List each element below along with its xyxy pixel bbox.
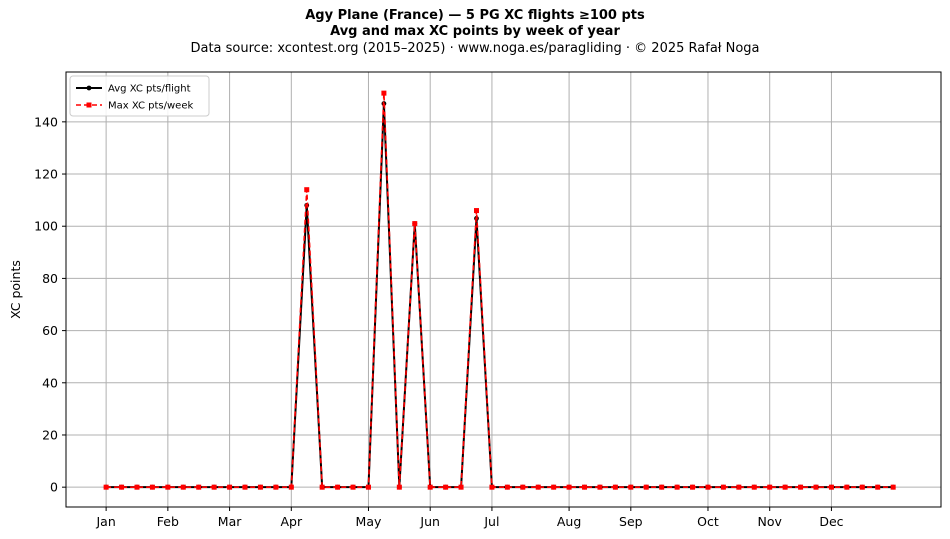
series-point-2 <box>304 187 310 193</box>
y-tick-label: 60 <box>42 323 58 338</box>
y-tick-label: 120 <box>34 167 58 182</box>
y-tick-label: 100 <box>34 219 58 234</box>
series-point-2 <box>875 484 881 490</box>
series-point-2 <box>504 484 510 490</box>
series-point-2 <box>227 484 233 490</box>
y-tick-label: 140 <box>34 114 58 129</box>
series-point-2 <box>396 484 402 490</box>
y-axis-label: XC points <box>8 260 23 319</box>
legend-marker-2 <box>86 102 92 108</box>
y-tick-label: 40 <box>42 375 58 390</box>
chart-titles: Agy Plane (France) — 5 PG XC flights ≥10… <box>0 8 950 58</box>
series-point-2 <box>628 484 634 490</box>
grid-layer <box>66 72 941 507</box>
x-tick-label: Sep <box>619 514 643 529</box>
x-tick-label: Dec <box>819 514 843 529</box>
series-point-2 <box>828 484 834 490</box>
x-tick-label: Apr <box>280 514 302 529</box>
series-point-2 <box>535 484 541 490</box>
series-point-2 <box>335 484 341 490</box>
series-point-2 <box>582 484 588 490</box>
x-tick-label: Oct <box>697 514 719 529</box>
series-point-2 <box>180 484 186 490</box>
x-tick-label: Nov <box>758 514 783 529</box>
series-point-2 <box>720 484 726 490</box>
y-tick-label: 20 <box>42 427 58 442</box>
series-point-2 <box>412 221 418 227</box>
series-point-2 <box>659 484 665 490</box>
series-point-2 <box>196 484 202 490</box>
series-point-2 <box>103 484 109 490</box>
series-point-2 <box>242 484 248 490</box>
series-point-2 <box>273 484 279 490</box>
series-point-2 <box>767 484 773 490</box>
series-point-2 <box>119 484 125 490</box>
legend-label-1: Avg XC pts/flight <box>108 84 191 95</box>
series-point-2 <box>443 484 449 490</box>
plot-frame <box>65 71 942 508</box>
series-point-2 <box>427 484 433 490</box>
x-tick-label: Jan <box>95 514 115 529</box>
series-point-2 <box>149 484 155 490</box>
series-point-2 <box>736 484 742 490</box>
series-point-2 <box>782 484 788 490</box>
series-point-2 <box>257 484 263 490</box>
x-tick-label: Jun <box>419 514 440 529</box>
x-tick-label: May <box>356 514 382 529</box>
series-layer <box>103 90 896 490</box>
x-tick-label: Jul <box>483 514 499 529</box>
series-point-2 <box>859 484 865 490</box>
series-point-2 <box>612 484 618 490</box>
series-point-2 <box>690 484 696 490</box>
legend-box <box>69 75 210 117</box>
chart-subtitle: Avg and max XC points by week of year <box>330 24 620 39</box>
legend-label-2: Max XC pts/week <box>108 101 193 112</box>
series-point-2 <box>890 484 896 490</box>
legend: Avg XC pts/flight Max XC pts/week <box>69 75 210 117</box>
y-tick-label: 0 <box>50 480 58 495</box>
series-point-2 <box>566 484 572 490</box>
legend-marker-1 <box>86 85 92 91</box>
series-point-2 <box>643 484 649 490</box>
axis-layer: Jan Feb Mar Apr May Jun Jul Aug Sep Oct Nov Dec 0 20 4… <box>34 114 844 529</box>
y-tick-label: 80 <box>42 271 58 286</box>
series-point-2 <box>798 484 804 490</box>
series-point-2 <box>597 484 603 490</box>
series-point-2 <box>473 208 479 214</box>
series-point-2 <box>520 484 526 490</box>
series-point-2 <box>134 484 140 490</box>
series-point-2 <box>365 484 371 490</box>
series-point-2 <box>674 484 680 490</box>
series-point-2 <box>288 484 294 490</box>
series-point-2 <box>551 484 557 490</box>
x-tick-label: Feb <box>157 514 179 529</box>
x-tick-label: Mar <box>218 514 242 529</box>
series-point-2 <box>458 484 464 490</box>
series-point-2 <box>381 90 387 96</box>
series-line-1 <box>106 102 894 489</box>
series-point-2 <box>751 484 757 490</box>
chart-title: Agy Plane (France) — 5 PG XC flights ≥10… <box>305 8 645 23</box>
series-point-2 <box>489 484 495 490</box>
x-tick-label: Aug <box>557 514 581 529</box>
series-point-2 <box>165 484 171 490</box>
series-line-2 <box>106 92 894 488</box>
series-point-2 <box>844 484 850 490</box>
series-point-2 <box>705 484 711 490</box>
series-point-2 <box>319 484 325 490</box>
series-point-2 <box>350 484 356 490</box>
chart-source-note: Data source: xcontest.org (2015–2025) · … <box>190 41 760 56</box>
series-point-2 <box>813 484 819 490</box>
series-point-2 <box>211 484 217 490</box>
